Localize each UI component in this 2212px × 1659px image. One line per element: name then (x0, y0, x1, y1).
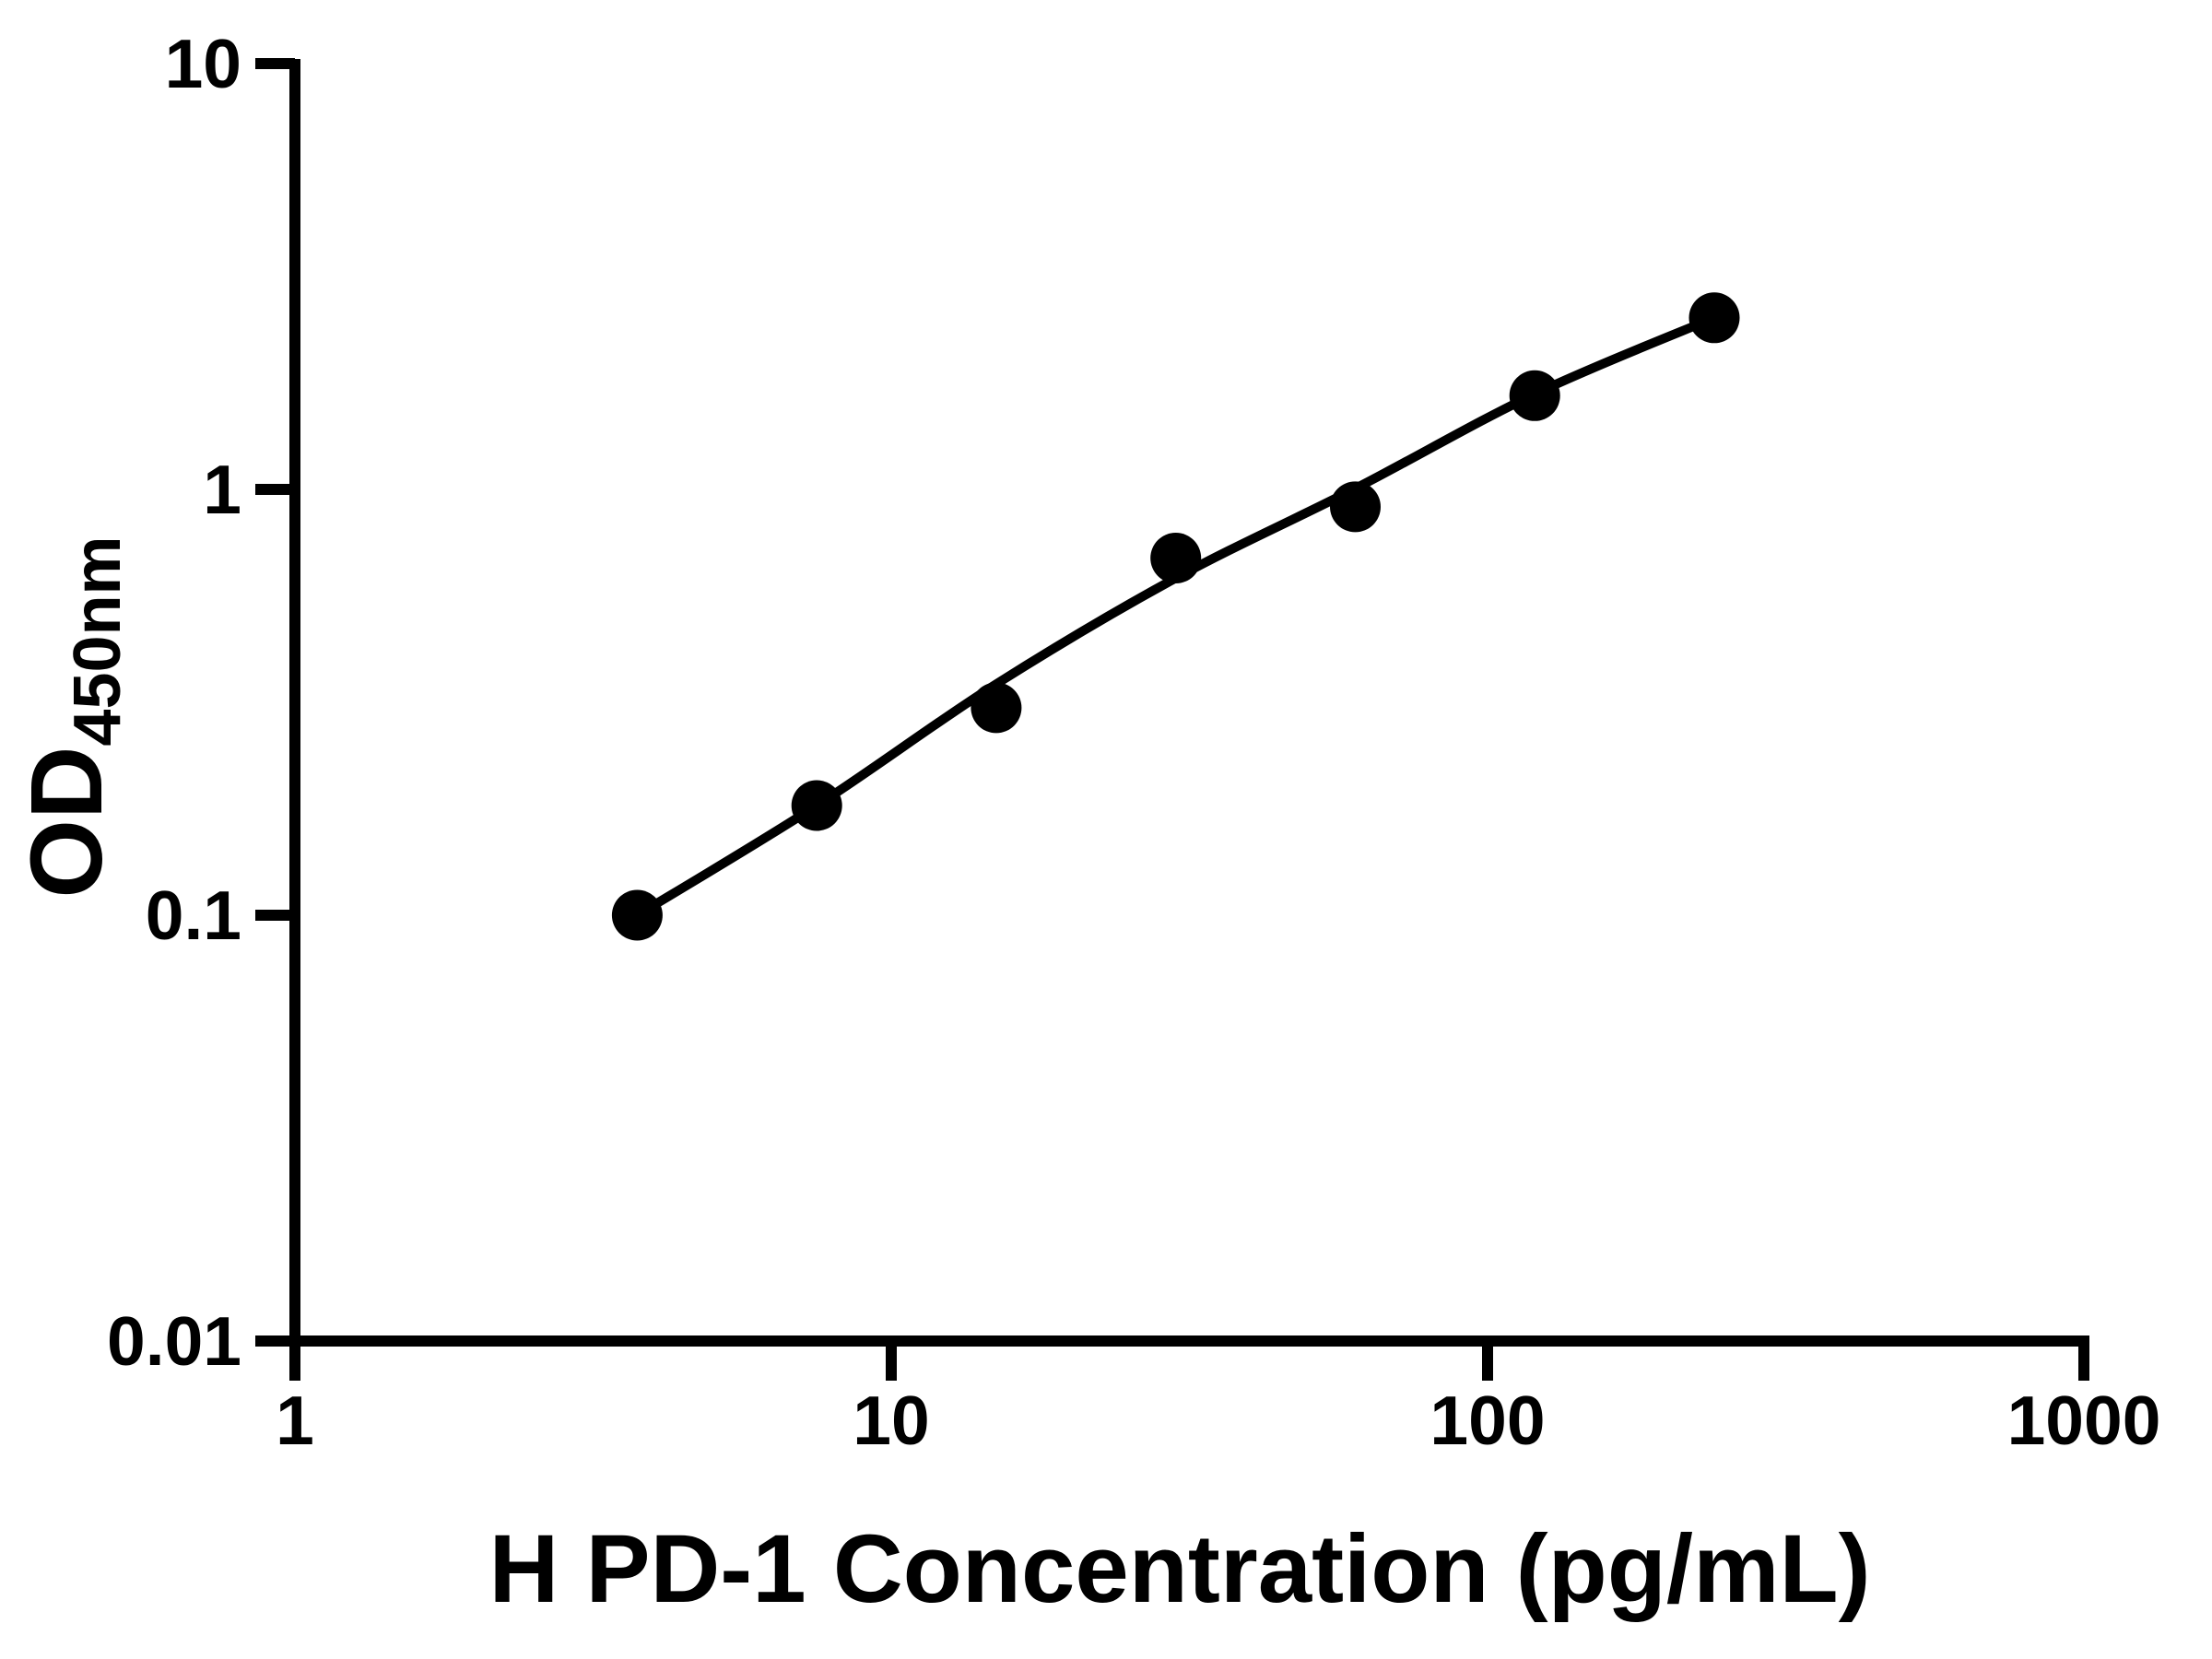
y-tick-label: 1 (203, 451, 241, 528)
y-tick-label: 10 (165, 25, 241, 102)
data-point-marker (1330, 481, 1381, 533)
data-point-marker (971, 682, 1022, 734)
y-axis-title-main: OD (10, 747, 124, 899)
y-axis-title: OD450nm (10, 535, 135, 898)
data-point-marker (1688, 292, 1740, 344)
data-point-marker (1509, 370, 1560, 421)
data-point-marker (611, 889, 663, 941)
x-tick-label: 1000 (2007, 1382, 2161, 1459)
y-axis-ticks: 10 1 0.1 0.01 (107, 25, 295, 1380)
x-axis-ticks: 1 10 100 1000 (276, 1341, 2160, 1459)
data-point-marker (1150, 533, 1202, 583)
y-tick-label: 0.01 (107, 1302, 241, 1380)
x-axis-title: H PD-1 Concentration (pg/mL) (488, 1515, 1870, 1623)
y-axis-title-subscript: 450nm (61, 535, 135, 746)
y-tick-label: 0.1 (146, 877, 241, 954)
data-points-group (611, 292, 1740, 941)
x-tick-label: 1 (276, 1382, 314, 1459)
x-tick-label: 10 (853, 1382, 929, 1459)
data-point-marker (791, 780, 842, 831)
x-tick-label: 100 (1430, 1382, 1545, 1459)
